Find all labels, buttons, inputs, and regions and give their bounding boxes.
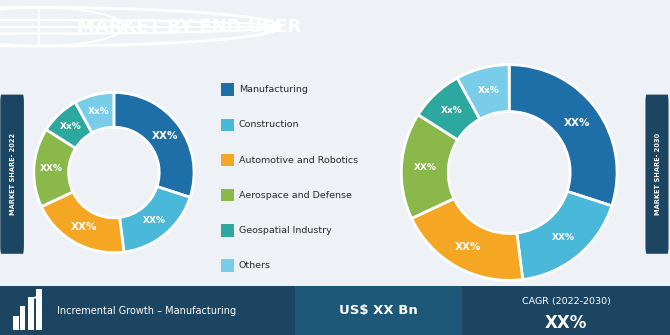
Text: Aerospace and Defense: Aerospace and Defense [239,191,352,200]
Text: Xx%: Xx% [477,86,499,95]
Text: XX%: XX% [151,131,178,141]
Text: MARKET SHARE- 2022: MARKET SHARE- 2022 [10,133,15,215]
Bar [295,286,462,335]
Wedge shape [411,198,523,280]
Text: Automotive and Robotics: Automotive and Robotics [239,155,358,164]
Wedge shape [418,78,480,140]
Text: Xx%: Xx% [87,107,109,116]
Text: Incremental Growth – Manufacturing: Incremental Growth – Manufacturing [57,306,236,316]
Wedge shape [114,92,194,197]
Text: Others: Others [239,261,271,270]
Bar [221,259,234,272]
Wedge shape [119,187,190,252]
Wedge shape [75,92,114,133]
Wedge shape [34,130,76,207]
Text: Xx%: Xx% [441,107,462,116]
Bar [221,83,234,96]
Text: XX%: XX% [456,242,482,252]
Wedge shape [517,191,612,279]
Bar [20,306,25,330]
Wedge shape [401,115,458,218]
Wedge shape [509,65,617,206]
FancyBboxPatch shape [0,94,24,254]
Text: XX%: XX% [142,216,165,225]
Bar [28,297,34,330]
Text: XX%: XX% [413,163,436,172]
Wedge shape [42,192,124,253]
Text: Construction: Construction [239,120,299,129]
Text: XX%: XX% [564,118,591,128]
Text: XX%: XX% [551,233,574,242]
Bar [221,224,234,237]
FancyBboxPatch shape [645,94,669,254]
Text: XX%: XX% [545,314,588,332]
Text: XX%: XX% [40,164,63,173]
Bar [36,289,42,330]
Bar [462,286,670,335]
Text: Xx%: Xx% [60,122,82,131]
Text: MARKET SHARE- 2030: MARKET SHARE- 2030 [655,133,661,215]
Bar [221,189,234,201]
Text: Manufacturing: Manufacturing [239,85,308,94]
Text: XX%: XX% [70,222,97,232]
Text: CAGR (2022-2030): CAGR (2022-2030) [522,297,610,307]
Wedge shape [46,102,92,148]
Text: US$ XX Bn: US$ XX Bn [339,304,418,317]
Bar [13,316,19,330]
Wedge shape [457,65,509,119]
Text: MARKET BY END USER: MARKET BY END USER [77,18,302,36]
Bar [221,119,234,131]
Bar [221,154,234,166]
Text: Geospatial Industry: Geospatial Industry [239,226,332,235]
Bar [0,286,295,335]
